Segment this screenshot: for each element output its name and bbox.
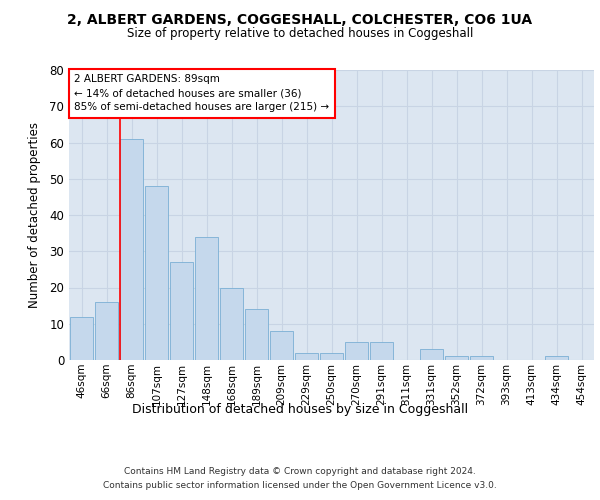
Bar <box>170 262 193 360</box>
Text: 2, ALBERT GARDENS, COGGESHALL, COLCHESTER, CO6 1UA: 2, ALBERT GARDENS, COGGESHALL, COLCHESTE… <box>67 12 533 26</box>
Bar <box>370 342 393 360</box>
Bar <box>420 349 443 360</box>
Bar <box>195 237 218 360</box>
Bar <box>270 331 293 360</box>
Bar <box>95 302 118 360</box>
Bar <box>120 139 143 360</box>
Bar <box>545 356 568 360</box>
Bar <box>445 356 468 360</box>
Text: Contains HM Land Registry data © Crown copyright and database right 2024.: Contains HM Land Registry data © Crown c… <box>124 468 476 476</box>
Text: 2 ALBERT GARDENS: 89sqm
← 14% of detached houses are smaller (36)
85% of semi-de: 2 ALBERT GARDENS: 89sqm ← 14% of detache… <box>74 74 329 112</box>
Bar <box>470 356 493 360</box>
Bar <box>145 186 168 360</box>
Y-axis label: Number of detached properties: Number of detached properties <box>28 122 41 308</box>
Bar <box>295 353 318 360</box>
Bar <box>70 316 93 360</box>
Bar <box>220 288 243 360</box>
Text: Size of property relative to detached houses in Coggeshall: Size of property relative to detached ho… <box>127 28 473 40</box>
Text: Distribution of detached houses by size in Coggeshall: Distribution of detached houses by size … <box>132 402 468 415</box>
Bar <box>320 353 343 360</box>
Bar <box>245 309 268 360</box>
Bar <box>345 342 368 360</box>
Text: Contains public sector information licensed under the Open Government Licence v3: Contains public sector information licen… <box>103 481 497 490</box>
